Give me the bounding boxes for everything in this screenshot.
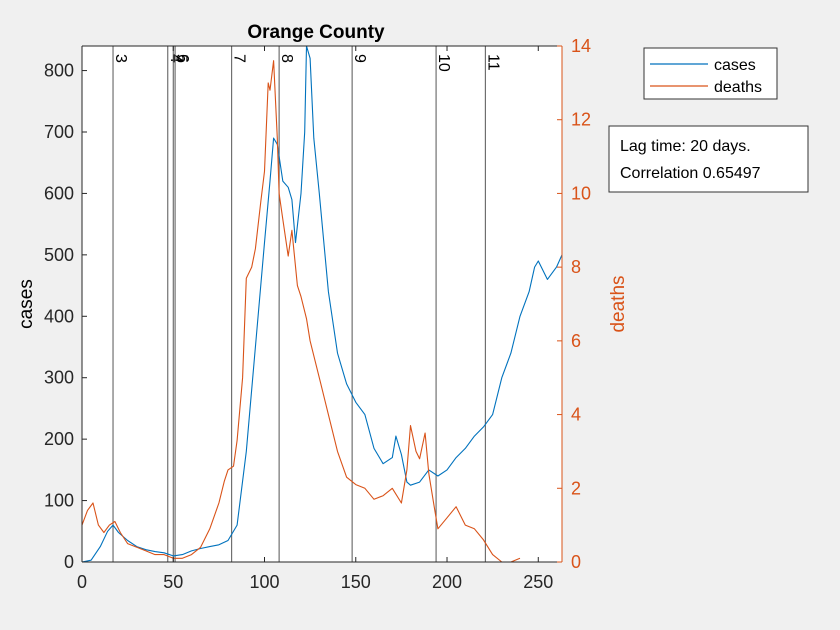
- vline-label-2: 5: [172, 54, 189, 63]
- annotation-frame: [608, 125, 809, 193]
- vline-label-8: 11: [484, 54, 501, 71]
- y2-tick-label-7: 14: [571, 36, 591, 56]
- x-tick-label-0: 0: [77, 572, 87, 592]
- x-tick-label-4: 200: [432, 572, 462, 592]
- legend: cases deaths: [643, 47, 778, 100]
- plot-area: [82, 46, 562, 562]
- vline-label-6: 9: [351, 54, 368, 63]
- y2-tick-label-0: 0: [571, 552, 581, 572]
- y-tick-label-1: 100: [44, 491, 74, 511]
- legend-deaths-label: deaths: [714, 79, 762, 96]
- y2-tick-label-6: 12: [571, 110, 591, 130]
- y-tick-label-2: 200: [44, 429, 74, 449]
- y-tick-label-8: 800: [44, 61, 74, 81]
- y-tick-label-7: 700: [44, 122, 74, 142]
- chart-title: Orange County: [247, 22, 385, 43]
- y-tick-label-6: 600: [44, 183, 74, 203]
- series-lines: [81, 45, 563, 563]
- y2-tick-label-4: 8: [571, 257, 581, 277]
- y2-tick-label-1: 2: [571, 478, 581, 498]
- vline-label-5: 8: [278, 54, 295, 63]
- axes: 0 50 100 150 200 2500100200300400500600700800…: [44, 36, 591, 592]
- x-tick-label-3: 150: [341, 572, 371, 592]
- y2-tick-label-3: 6: [571, 331, 581, 351]
- y-tick-label-0: 0: [64, 552, 74, 572]
- vline-label-0: 3: [112, 54, 129, 63]
- annotation-box: Lag time: 20 days. Correlation 0.65497: [608, 125, 809, 193]
- x-tick-label-2: 100: [249, 572, 279, 592]
- legend-box: [643, 47, 778, 100]
- legend-cases-label: cases: [714, 57, 756, 74]
- annotation-correlation: Correlation 0.65497: [620, 165, 761, 182]
- series-line-cases: [81, 45, 563, 563]
- vline-label-7: 10: [435, 54, 452, 72]
- y2-axis-label: deaths: [608, 275, 629, 332]
- y2-tick-label-2: 4: [571, 405, 581, 425]
- annotation-lag: Lag time: 20 days.: [620, 138, 751, 155]
- y2-tick-label-5: 10: [571, 183, 591, 203]
- x-tick-label-5: 250: [523, 572, 553, 592]
- vline-label-4: 7: [231, 54, 248, 63]
- series-line-deaths: [81, 60, 521, 563]
- y-tick-label-3: 300: [44, 368, 74, 388]
- vline-label-3: 6: [174, 54, 191, 63]
- x-tick-label-1: 50: [163, 572, 183, 592]
- y-tick-label-4: 400: [44, 306, 74, 326]
- vertical-markers: 34567891011: [112, 46, 501, 562]
- y-axis-label: cases: [16, 279, 37, 329]
- y-tick-label-5: 500: [44, 245, 74, 265]
